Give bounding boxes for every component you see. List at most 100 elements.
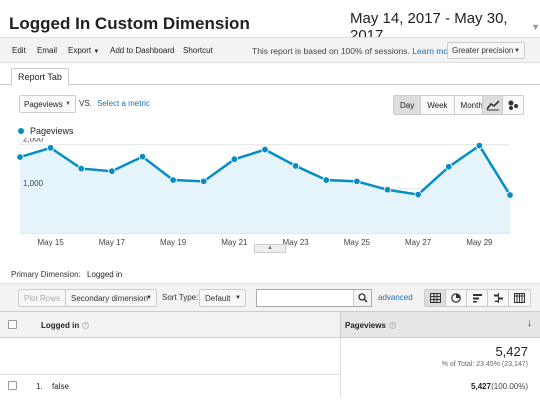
data-table-icon[interactable] [425,290,446,306]
metric-header-text: Pageviews [345,321,386,330]
tab-report[interactable]: Report Tab [11,68,69,86]
pie-chart-icon[interactable] [446,290,467,306]
table-search-input[interactable] [256,289,372,307]
pivot-table-icon[interactable] [509,290,530,306]
chevron-down-icon: ▼ [65,101,71,107]
week-button[interactable]: Week [421,96,455,114]
page-title: Logged In Custom Dimension [9,14,250,33]
data-point [261,145,269,154]
chart-legend: Pageviews [18,126,74,136]
row-metric-percent: (100.00%) [491,382,528,391]
export-label: Export [68,46,92,55]
day-button[interactable]: Day [394,96,422,114]
chart-collapse-handle[interactable]: ▲ [254,244,286,253]
legend-dot [18,128,24,134]
data-point [383,186,392,194]
add-to-dashboard-button[interactable]: Add to Dashboard [110,46,175,55]
table-toolbar: Plot Rows Secondary dimension ▼ Sort Typ… [0,283,540,311]
select-metric-link[interactable]: Select a metric [97,99,150,108]
search-icon[interactable] [353,290,371,306]
month-button[interactable]: Month [454,96,489,114]
data-point [46,144,55,152]
comparison-icon[interactable] [488,290,509,306]
pageviews-chart: 2,000 1,000 May 15 May 17 May 19 May 21 May 23… [16,138,514,247]
data-point [138,152,147,161]
advanced-filter-link[interactable]: advanced [378,293,413,302]
primary-dimension-value[interactable]: Logged in [87,270,123,279]
data-point [445,163,453,171]
row-metric-cell: 5,427(100.00%) [340,375,540,397]
vs-label: VS. [79,99,92,108]
row-checkbox[interactable] [8,381,17,390]
data-point [108,167,116,175]
dimension-header-label: Logged in [41,321,80,330]
y-tick-label: 2,000 [23,138,44,144]
shortcut-button[interactable]: Shortcut [183,46,213,55]
learn-more-link[interactable]: Learn more [412,46,456,56]
x-tick-label: May 29 [466,238,493,247]
data-point [200,177,208,186]
data-point [506,191,514,199]
table-row: 1. false 5,427(100.00%) [0,375,540,397]
series-area [20,145,510,233]
chevron-down-icon: ▼ [235,295,241,301]
x-tick-label: May 15 [38,238,65,247]
x-tick-label: May 21 [221,238,248,247]
secondary-dimension-select[interactable]: Secondary dimension ▼ [65,289,157,307]
metric-column-header[interactable]: Pageviews? ↓ [340,312,540,337]
select-all-checkbox[interactable] [8,320,17,329]
edit-button[interactable]: Edit [12,46,26,55]
sort-type-label: Sort Type: [162,293,199,302]
tab-bar: Report Tab [0,63,540,86]
data-point [16,153,24,161]
sampling-note: This report is based on 100% of sessions… [252,46,456,56]
bar-chart-icon[interactable] [467,290,488,306]
chart-type-toggle [482,95,524,115]
sort-descending-icon[interactable]: ↓ [527,318,532,329]
x-tick-label: May 25 [344,238,371,247]
precision-select[interactable]: Greater precision ▼ [447,42,525,59]
row-index: 1. [36,382,43,391]
x-tick-label: May 23 [283,238,310,247]
y-tick-label: 1,000 [23,179,44,188]
metric-select[interactable]: Pageviews ▼ [19,95,76,113]
row-dimension-value[interactable]: false [52,382,69,391]
chevron-down-icon: ▼ [531,22,540,32]
data-point [475,141,484,150]
data-point [230,155,239,163]
dimension-column-header[interactable]: Logged in? [41,321,90,330]
line-chart-icon[interactable] [483,96,503,114]
x-tick-label: May 19 [160,238,187,247]
chevron-down-icon: ▼ [514,48,520,54]
plot-rows-button[interactable]: Plot Rows [18,289,67,307]
x-tick-label: May 17 [99,238,126,247]
report-toolbar: Edit Email Export ▼ Add to Dashboard Sho… [0,37,540,63]
export-button[interactable]: Export ▼ [68,46,99,55]
metric-select-label: Pageviews [24,100,63,109]
sampling-note-text: This report is based on 100% of sessions… [252,46,410,56]
row-metric-number: 5,427 [471,382,492,391]
totals-value: 5,427 [495,344,528,359]
totals-metric-cell: 5,427 % of Total: 23.45% (23,147) [340,338,540,375]
data-point [169,176,177,184]
primary-dimension-label: Primary Dimension: [11,270,81,279]
totals-row: 5,427 % of Total: 23.45% (23,147) [0,338,540,375]
email-button[interactable]: Email [37,46,58,55]
x-tick-label: May 27 [405,238,432,247]
totals-percent: % of Total: 23.45% (23,147) [441,361,528,368]
chevron-down-icon: ▼ [146,295,152,301]
data-point [77,164,85,173]
help-icon[interactable]: ? [82,322,90,330]
legend-label: Pageviews [30,126,74,136]
granularity-toggle: Day Week Month [393,95,490,115]
table-view-toggle [424,289,531,307]
motion-chart-icon[interactable] [503,96,523,114]
help-icon[interactable]: ? [388,322,396,330]
row-metric-value: 5,427(100.00%) [471,382,528,391]
data-point [322,176,330,184]
secondary-dimension-label: Secondary dimension [71,294,148,303]
sort-type-value: Default [205,294,231,303]
precision-label: Greater precision [452,46,514,55]
chevron-down-icon: ▼ [93,49,100,55]
sort-type-select[interactable]: Default ▼ [199,289,246,307]
